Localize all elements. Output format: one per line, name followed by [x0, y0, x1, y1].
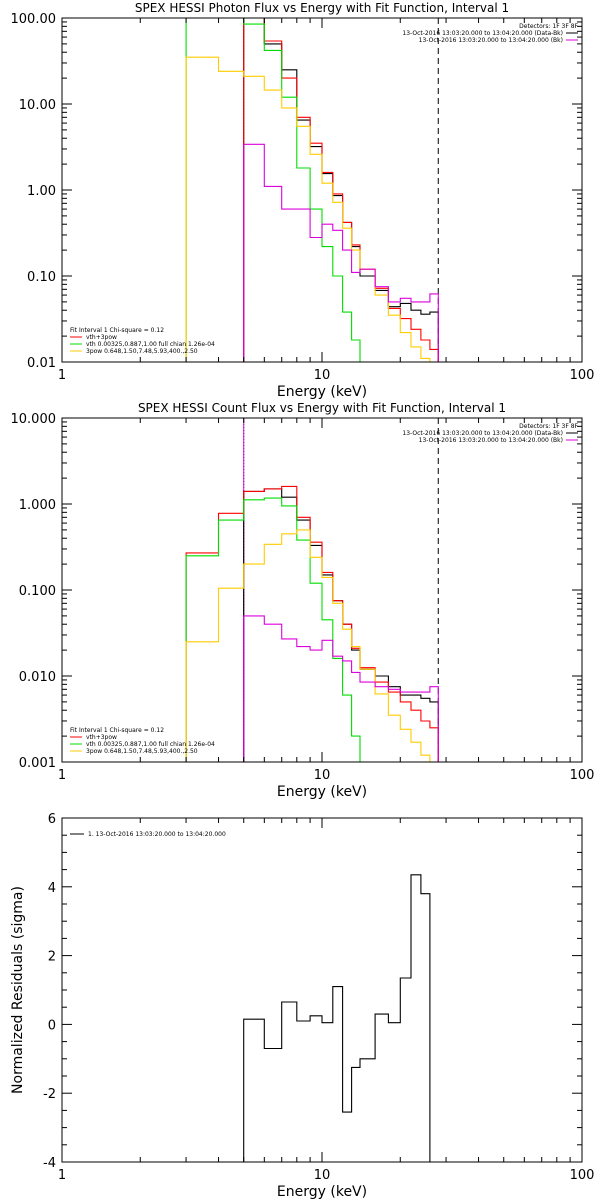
y-tick-label: 0.10	[27, 270, 56, 285]
y-tick-label: -2	[43, 1087, 56, 1102]
y-tick-label: 10.000	[11, 412, 57, 427]
y-axis-label: Normalized Residuals (sigma)	[10, 886, 26, 1094]
legend-entry: 13-Oct-2016 13:03:20.000 to 13:04:20.000…	[402, 30, 563, 37]
chart-photon: SPEX HESSI Photon Flux vs Energy with Fi…	[11, 1, 595, 400]
series-line-3pow	[185, 56, 439, 362]
series-line-background	[243, 615, 439, 762]
x-axis-label: Energy (keV)	[277, 384, 367, 400]
x-tick-label: 100	[570, 1168, 595, 1183]
y-tick-label: 0.100	[19, 584, 56, 599]
x-tick-label: 10	[314, 768, 331, 783]
x-axis-label: Energy (keV)	[277, 1184, 367, 1200]
y-tick-label: 100.00	[11, 12, 57, 27]
y-tick-label: 0	[48, 1018, 56, 1033]
legend-entry: vth+3pow	[86, 734, 117, 741]
series-line-total	[243, 18, 439, 362]
y-tick-label: 4	[48, 881, 56, 896]
legend-entry: 13-Oct-2016 13:03:20.000 to 13:04:20.000…	[419, 437, 563, 444]
x-tick-label: 10	[314, 1168, 331, 1183]
series-group	[185, 485, 439, 762]
series-line-background	[243, 143, 439, 362]
y-tick-label: 10.00	[19, 98, 56, 113]
series-line-vth-3pow	[243, 18, 439, 362]
plot-frame	[61, 817, 583, 1163]
y-tick-label: 0.001	[19, 756, 56, 771]
plot-frame	[61, 17, 583, 363]
series-line-1-13-oct-2016-13-03-20-000-to-	[243, 874, 431, 1162]
y-tick-label: 6	[48, 812, 56, 827]
x-tick-label: 10	[314, 368, 331, 383]
legend-entry: 3pow 0.648,1.50,7.48,5.93,400.,2.50	[86, 748, 198, 755]
legend-entry: 13-Oct-2016 13:03:20.000 to 13:04:20.000…	[419, 37, 563, 44]
y-tick-label: 1.000	[19, 498, 56, 513]
legend-entry: vth+3pow	[86, 334, 117, 341]
series-group	[243, 874, 431, 1162]
legend-entry: 13-Oct-2016 13:03:20.000 to 13:04:20.000…	[402, 430, 563, 437]
legend-entry: 1. 13-Oct-2016 13:03:20.000 to 13:04:20.…	[88, 831, 226, 838]
y-tick-label: 1.00	[27, 184, 56, 199]
series-line-3pow	[185, 529, 439, 762]
y-tick-label: 0.01	[27, 356, 56, 371]
chart-count: SPEX HESSI Count Flux vs Energy with Fit…	[11, 401, 595, 800]
legend-detectors: Detectors: 1F 3F 8F	[519, 23, 578, 30]
legend-fit-header: Fit Interval 1 Chi-square = 0.12	[70, 727, 164, 734]
x-tick-label: 100	[570, 368, 595, 383]
series-line-vth	[185, 497, 376, 762]
series-group	[185, 18, 439, 362]
series-line-vth	[185, 18, 376, 362]
chart-title: SPEX HESSI Count Flux vs Energy with Fit…	[138, 401, 506, 415]
x-tick-label: 1	[58, 1168, 66, 1183]
y-tick-label: -4	[43, 1156, 56, 1171]
legend-entry: vth 0.00325,0.887,1.00 full chian 1.26e-…	[86, 341, 215, 348]
legend-fit-header: Fit Interval 1 Chi-square = 0.12	[70, 327, 164, 334]
chart-title: SPEX HESSI Photon Flux vs Energy with Fi…	[135, 1, 509, 15]
legend-entry: 3pow 0.648,1.50,7.48,5.93,400.,2.50	[86, 348, 198, 355]
x-axis-label: Energy (keV)	[277, 784, 367, 800]
y-tick-label: 0.010	[19, 670, 56, 685]
legend-entry: vth 0.00325,0.887,1.00 full chian 1.26e-…	[86, 741, 215, 748]
x-tick-label: 1	[58, 368, 66, 383]
chart-residuals: 1 10 100 -4 -2 0 2 4 6 Energy (keV) Normalized Res…	[10, 812, 594, 1200]
x-tick-label: 1	[58, 768, 66, 783]
y-tick-label: 2	[48, 950, 56, 965]
legend-detectors: Detectors: 1F 3F 8F	[519, 423, 578, 430]
x-tick-label: 100	[570, 768, 595, 783]
series-line-total	[243, 488, 439, 762]
